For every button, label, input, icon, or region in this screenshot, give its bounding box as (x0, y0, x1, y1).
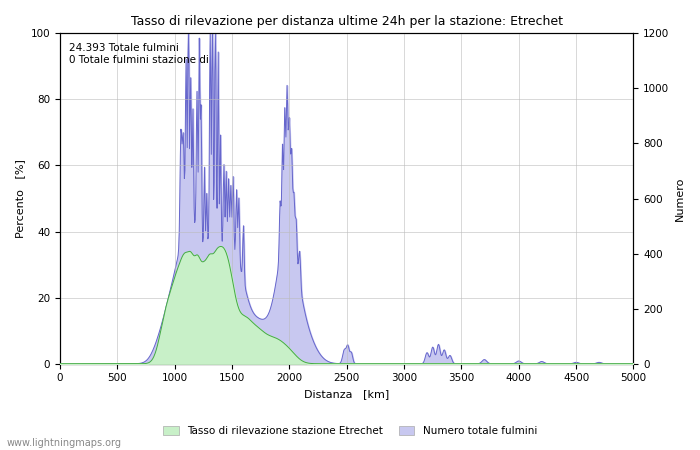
X-axis label: Distanza   [km]: Distanza [km] (304, 389, 389, 399)
Text: www.lightningmaps.org: www.lightningmaps.org (7, 438, 122, 448)
Text: 24.393 Totale fulmini
0 Totale fulmini stazione di: 24.393 Totale fulmini 0 Totale fulmini s… (69, 43, 209, 65)
Y-axis label: Numero: Numero (675, 176, 685, 220)
Legend: Tasso di rilevazione stazione Etrechet, Numero totale fulmini: Tasso di rilevazione stazione Etrechet, … (159, 422, 541, 440)
Y-axis label: Percento   [%]: Percento [%] (15, 159, 25, 238)
Title: Tasso di rilevazione per distanza ultime 24h per la stazione: Etrechet: Tasso di rilevazione per distanza ultime… (131, 15, 563, 28)
